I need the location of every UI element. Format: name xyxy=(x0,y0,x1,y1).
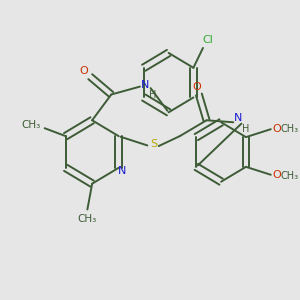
Text: N: N xyxy=(118,166,127,176)
Text: N: N xyxy=(234,113,242,123)
Text: CH₃: CH₃ xyxy=(22,120,41,130)
Text: N: N xyxy=(140,80,149,90)
Text: H: H xyxy=(149,89,156,100)
Text: O: O xyxy=(193,82,201,92)
Text: CH₃: CH₃ xyxy=(281,171,299,181)
Text: H: H xyxy=(242,124,249,134)
Text: O: O xyxy=(79,66,88,76)
Text: S: S xyxy=(150,139,158,149)
Text: CH₃: CH₃ xyxy=(281,124,299,134)
Text: Cl: Cl xyxy=(202,35,213,45)
Text: CH₃: CH₃ xyxy=(78,214,97,224)
Text: O: O xyxy=(272,170,281,180)
Text: O: O xyxy=(272,124,281,134)
